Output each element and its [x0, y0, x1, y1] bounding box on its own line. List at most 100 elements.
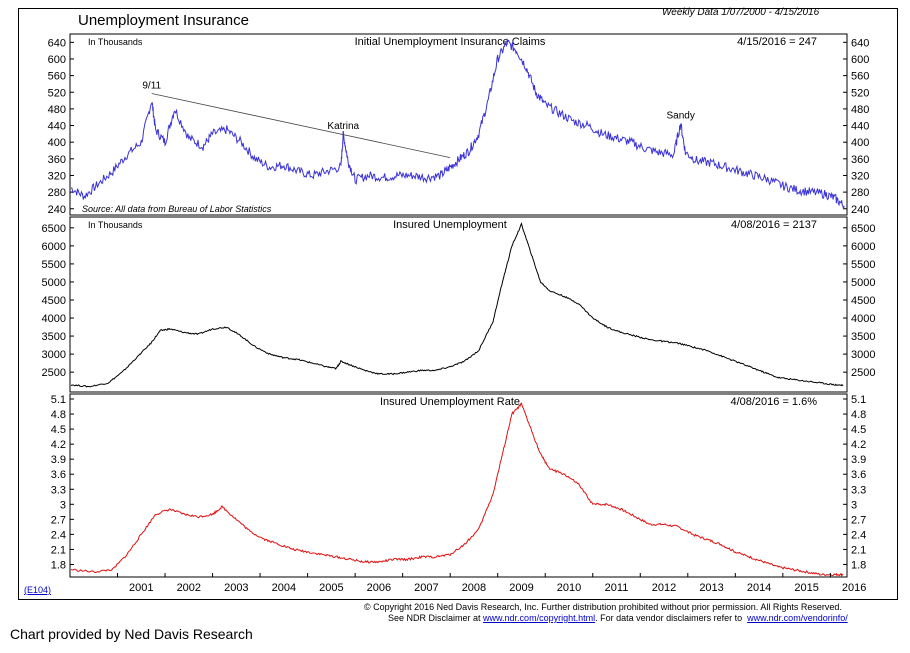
ytick-right-label: 4000 — [851, 313, 875, 325]
ytick-right-label: 3500 — [851, 331, 875, 343]
xtick-label: 2002 — [177, 582, 201, 594]
ytick-right-label: 5.1 — [851, 394, 866, 406]
vendor-info-link[interactable]: www.ndr.com/vendorinfo/ — [747, 613, 848, 623]
ytick-right-label: 4.8 — [851, 409, 866, 421]
disclaimer-line: See NDR Disclaimer at www.ndr.com/copyri… — [388, 613, 848, 623]
ytick-left-label: 2.4 — [51, 529, 66, 541]
ytick-right-label: 5000 — [851, 277, 875, 289]
ytick-left-label: 400 — [48, 137, 66, 149]
ytick-left-label: 3.3 — [51, 484, 66, 496]
ytick-left-label: 280 — [48, 187, 66, 199]
ytick-left-label: 240 — [48, 204, 66, 216]
panel-title: Insured Unemployment — [393, 219, 507, 231]
ytick-right-label: 480 — [851, 104, 869, 116]
ytick-left-label: 6000 — [42, 241, 66, 253]
ytick-right-label: 600 — [851, 54, 869, 66]
ytick-right-label: 2500 — [851, 367, 875, 379]
ytick-right-label: 3.9 — [851, 454, 866, 466]
xtick-label: 2005 — [319, 582, 343, 594]
page-title: Unemployment Insurance — [78, 12, 249, 29]
ytick-left-label: 3.6 — [51, 469, 66, 481]
last-value-label: 4/15/2016 = 247 — [737, 36, 817, 48]
xtick-label: 2016 — [842, 582, 866, 594]
annotation-label: 9/11 — [142, 81, 161, 92]
ytick-right-label: 640 — [851, 37, 869, 49]
ytick-left-label: 5.1 — [51, 394, 66, 406]
units-label: In Thousands — [88, 220, 143, 230]
ytick-left-label: 4.5 — [51, 424, 66, 436]
series-line-claims — [71, 37, 845, 210]
series-line-rate — [70, 402, 844, 578]
xtick-label: 2001 — [129, 582, 153, 594]
ytick-right-label: 4.5 — [851, 424, 866, 436]
ytick-left-label: 360 — [48, 154, 66, 166]
chart-code-link[interactable]: (E104) — [24, 585, 52, 595]
panel-title: Initial Unemployment Insurance Claims — [355, 36, 546, 48]
ytick-left-label: 3500 — [42, 331, 66, 343]
provided-by-text: Chart provided by Ned Davis Research — [10, 626, 253, 642]
ytick-left-label: 4.2 — [51, 439, 66, 451]
xtick-label: 2011 — [605, 582, 629, 594]
ytick-left-label: 4000 — [42, 313, 66, 325]
xtick-label: 2004 — [272, 582, 296, 594]
ytick-left-label: 3.9 — [51, 454, 66, 466]
ytick-right-label: 4500 — [851, 295, 875, 307]
ytick-left-label: 480 — [48, 104, 66, 116]
ytick-left-label: 1.8 — [51, 559, 66, 571]
series-line-insured — [70, 222, 844, 388]
ytick-right-label: 440 — [851, 121, 869, 133]
ytick-left-label: 320 — [48, 170, 66, 182]
xtick-label: 2009 — [509, 582, 533, 594]
ytick-right-label: 2.1 — [851, 544, 866, 556]
last-value-label: 4/08/2016 = 2137 — [731, 219, 817, 231]
ytick-right-label: 400 — [851, 137, 869, 149]
date-range-label: Weekly Data 1/07/2000 - 4/15/2016 — [662, 7, 820, 18]
xtick-label: 2012 — [652, 582, 676, 594]
ytick-left-label: 600 — [48, 54, 66, 66]
panel-insured-box — [69, 216, 848, 393]
xtick-label: 2015 — [794, 582, 818, 594]
ytick-left-label: 2500 — [42, 367, 66, 379]
ytick-right-label: 3.3 — [851, 484, 866, 496]
last-value-label: 4/08/2016 = 1.6% — [730, 396, 817, 408]
ytick-right-label: 360 — [851, 154, 869, 166]
ytick-right-label: 6500 — [851, 223, 875, 235]
disclaimer-prefix: See NDR Disclaimer at — [388, 613, 481, 623]
ytick-right-label: 240 — [851, 204, 869, 216]
ytick-left-label: 5000 — [42, 277, 66, 289]
ytick-left-label: 640 — [48, 37, 66, 49]
ytick-right-label: 520 — [851, 87, 869, 99]
ytick-left-label: 2.1 — [51, 544, 66, 556]
copyright-link[interactable]: www.ndr.com/copyright.html — [483, 613, 596, 623]
ytick-left-label: 4.8 — [51, 409, 66, 421]
xtick-label: 2008 — [462, 582, 486, 594]
ytick-right-label: 3.6 — [851, 469, 866, 481]
ytick-right-label: 5500 — [851, 259, 875, 271]
xtick-label: 2010 — [557, 582, 581, 594]
annotation-label: Sandy — [666, 110, 694, 121]
units-label: In Thousands — [88, 37, 143, 47]
ytick-right-label: 4.2 — [851, 439, 866, 451]
xtick-label: 2006 — [367, 582, 391, 594]
ytick-right-label: 3 — [851, 499, 857, 511]
ytick-left-label: 3 — [60, 499, 66, 511]
ytick-left-label: 3000 — [42, 349, 66, 361]
trend-line — [151, 93, 451, 158]
panel-title: Insured Unemployment Rate — [380, 396, 520, 408]
xtick-label: 2014 — [747, 582, 771, 594]
xtick-label: 2013 — [699, 582, 723, 594]
ytick-left-label: 2.7 — [51, 514, 66, 526]
copyright-text: © Copyright 2016 Ned Davis Research, Inc… — [364, 602, 842, 612]
ytick-right-label: 3000 — [851, 349, 875, 361]
ytick-right-label: 6000 — [851, 241, 875, 253]
ytick-right-label: 320 — [851, 170, 869, 182]
vendor-prefix: . For data vendor disclaimers refer to — [595, 613, 743, 623]
xtick-label: 2007 — [414, 582, 438, 594]
ytick-left-label: 4500 — [42, 295, 66, 307]
ytick-left-label: 6500 — [42, 223, 66, 235]
source-label: Source: All data from Bureau of Labor St… — [82, 204, 272, 214]
xtick-label: 2003 — [224, 582, 248, 594]
ytick-right-label: 2.7 — [851, 514, 866, 526]
ytick-right-label: 2.4 — [851, 529, 866, 541]
